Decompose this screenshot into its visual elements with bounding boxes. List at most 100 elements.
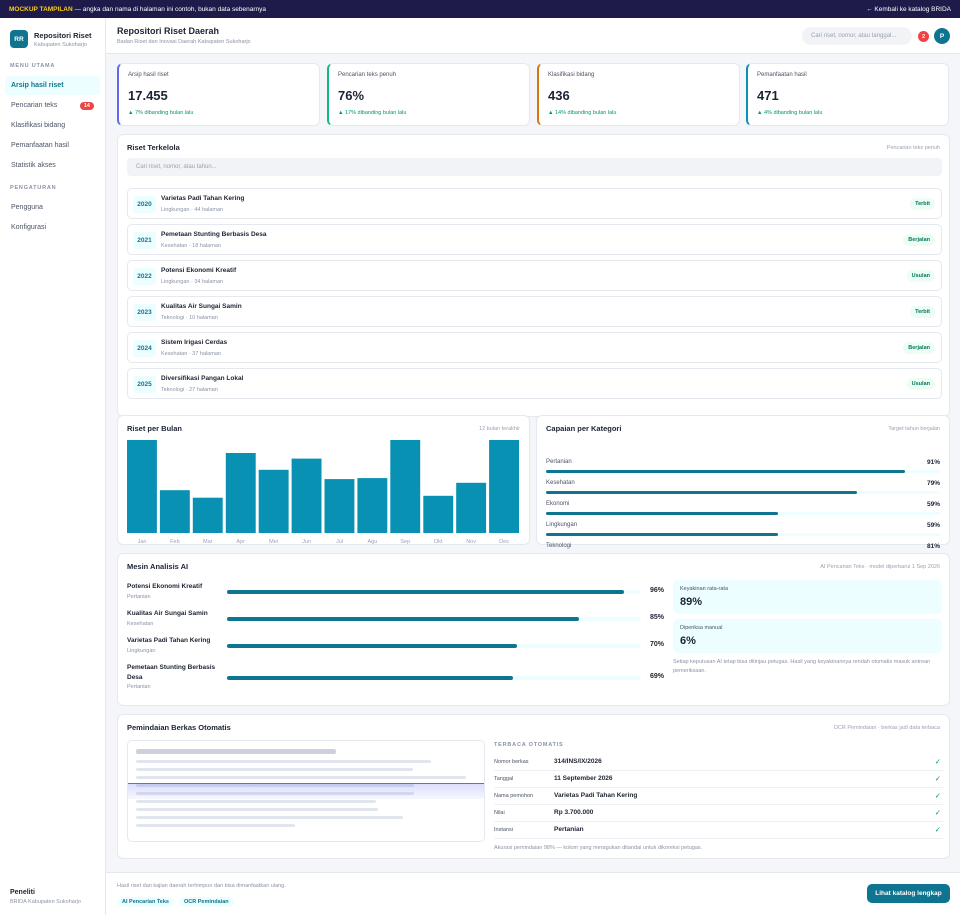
back-to-catalog-link[interactable]: ← Kembali ke katalog BRIDA [866,5,951,13]
year-badge: 2023 [133,304,156,321]
avatar[interactable]: P [934,28,950,44]
page-header: Repositori Riset Daerah Badan Riset dan … [106,18,960,54]
banner-message: MOCKUP TAMPILAN — angka dan nama di hala… [9,6,266,13]
doc-line [136,768,413,771]
brand-subtitle: Kabupaten Sukoharjo [34,41,87,48]
sidebar-item-label: Pengguna [11,204,43,211]
list-item[interactable]: 2024 Sistem Irigasi Cerdas Kesehatan · 37 … [127,332,942,363]
view-full-catalog-button[interactable]: Lihat katalog lengkap [867,884,950,903]
progress-track [546,491,940,494]
list-item[interactable]: 2022 Potensi Ekonomi Kreatif Lingkungan · … [127,260,942,291]
ai-analysis-card: Mesin Analisis AI AI Pencarian Teks · mo… [117,553,950,706]
research-meta: Teknologi · 10 halaman [161,315,218,321]
ai-research-name: Kualitas Air Sungai Samin [127,610,208,617]
ai-score-pct: 70% [650,641,665,648]
research-title: Pemetaan Stunting Berbasis Desa [161,231,267,238]
sidebar-item-arsip[interactable]: Arsip hasil riset [5,76,100,95]
user-org: BRIDA Kabupaten Sukoharjo [10,899,81,905]
ocr-field-row: Instansi Pertanian ✓ [494,822,943,839]
ocr-card: Pemindaian Berkas Otomatis OCR Pemindaia… [117,714,950,859]
ocr-field-row: Nama pemohon Varietas Padi Tahan Kering ✓ [494,788,943,805]
category-progress-card: Capaian per Kategori Target tahun berjal… [536,415,950,557]
sidebar-item-statistik[interactable]: Statistik akses [5,156,100,175]
progress-value: 91% [926,459,940,466]
doc-line [136,816,403,819]
list-item[interactable]: 2020 Varietas Padi Tahan Kering Lingkungan… [127,188,942,219]
sidebar-item-label: Pemanfaatan hasil [11,142,69,149]
research-title: Potensi Ekonomi Kreatif [161,267,237,274]
global-search-input[interactable]: Cari riset, nomor, atau tanggal... [802,27,912,45]
x-tick-label: Jul [336,539,343,545]
year-badge: 2020 [133,196,156,213]
footer-text: Hasil riset dan kajian daerah terhimpun … [117,883,286,889]
sidebar-item-pengguna[interactable]: Pengguna [5,198,100,217]
ai-score-pct: 96% [650,587,665,594]
x-tick-label: Jun [302,539,311,545]
research-search-input[interactable]: Cari riset, nomor, atau tahun... [127,158,942,176]
bar-jul [324,479,355,533]
doc-line [136,800,376,803]
ai-research-name: Varietas Padi Tahan Kering [127,637,211,644]
scan-highlight [128,783,484,799]
sidebar-item-klasifikasi[interactable]: Klasifikasi bidang [5,116,100,135]
ai-score-pct: 85% [650,614,665,621]
banner-tag: MOCKUP TAMPILAN [9,5,73,13]
list-item[interactable]: 2023 Kualitas Air Sungai Samin Teknologi ·… [127,296,942,327]
list-item[interactable]: 2025 Diversifikasi Pangan Lokal Teknologi … [127,368,942,399]
kpi-card-pemanfaatan: Pemanfaatan hasil 471 ▲ 4% dibanding bul… [746,63,949,126]
kpi-card-klasifikasi: Klasifikasi bidang 436 ▲ 14% dibanding b… [537,63,740,126]
progress-fill [546,512,779,515]
card-title: Capaian per Kategori [546,424,622,433]
kpi-label: Pencarian teks penuh [338,72,397,78]
ai-research-category: Pertanian [127,594,151,600]
list-item[interactable]: 2021 Pemetaan Stunting Berbasis Desa Keseh… [127,224,942,255]
card-title: Mesin Analisis AI [127,562,189,571]
ai-score-fill [227,617,579,621]
x-tick-label: Apr [236,539,245,545]
progress-label: Pertanian [546,459,572,465]
ocr-field-label: Instansi [494,827,513,833]
ai-score-fill [227,590,625,594]
bar-feb [159,490,190,533]
bar-okt [423,495,454,533]
ai-score-track [227,644,641,648]
ai-score-pct: 69% [650,673,665,680]
sidebar-item-pencarian[interactable]: Pencarian teks 14 [5,96,100,115]
kpi-label: Arsip hasil riset [128,72,169,78]
card-title: Riset Terkelola [127,143,180,152]
progress-value: 59% [926,522,940,529]
sidebar: RR Repositori Riset Kabupaten Sukoharjo … [0,18,106,915]
sidebar-item-pemanfaatan[interactable]: Pemanfaatan hasil [5,136,100,155]
notification-badge[interactable]: 2 [918,31,929,42]
kpi-delta: ▲ 7% dibanding bulan lalu [128,110,194,116]
progress-value: 59% [926,501,940,508]
ocr-field-row: Nilai Rp 3.700.000 ✓ [494,805,943,822]
x-tick-label: Mar [203,539,213,545]
stat-label: Keyakinan rata-rata [680,586,728,592]
status-badge: Terbit [910,306,935,318]
ai-footnote: Setiap keputusan AI tetap bisa ditinjau … [673,659,931,674]
sidebar-user: Peneliti BRIDA Kabupaten Sukoharjo [10,889,81,905]
x-tick-label: Des [499,539,509,545]
progress-value: 81% [926,543,940,550]
research-title: Sistem Irigasi Cerdas [161,339,228,346]
year-badge: 2025 [133,376,156,393]
kpi-label: Pemanfaatan hasil [757,72,807,78]
page-subtitle: Badan Riset dan Inovasi Daerah Kabupaten… [117,39,251,45]
status-badge: Berjalan [903,342,935,354]
ocr-field-label: Nama pemohon [494,793,534,799]
doc-line [136,784,414,787]
sidebar-item-konfigurasi[interactable]: Konfigurasi [5,218,100,237]
bar-agu [357,478,388,533]
progress-fill [546,533,779,536]
kpi-delta: ▲ 17% dibanding bulan lalu [338,110,407,116]
progress-label: Lingkungan [546,522,578,528]
stat-value: 6% [680,635,696,647]
research-title: Varietas Padi Tahan Kering [161,195,245,202]
kpi-value: 76% [338,88,365,103]
status-badge: Usulan [906,270,935,282]
monthly-chart-card: Riset per Bulan 12 bulan terakhir Jan Feb… [117,415,530,545]
research-list-card: Riset Terkelola Pencarian teks penuh Car… [117,134,950,417]
ocr-field-value: Rp 3.700.000 [554,809,594,816]
main-content: Repositori Riset Daerah Badan Riset dan … [106,18,960,915]
